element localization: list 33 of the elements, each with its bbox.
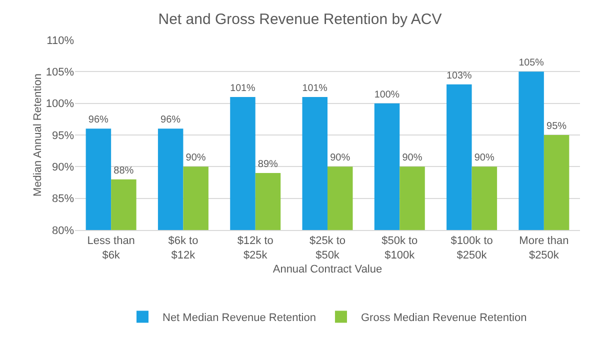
data-label: 96% (88, 114, 109, 126)
x-tick-label: $25k to $50k (309, 235, 346, 262)
data-label: 95% (546, 121, 567, 132)
data-label: 90% (474, 152, 494, 164)
data-label: 90% (330, 152, 350, 164)
legend-label: Net Median Revenue Retention (162, 312, 316, 324)
data-label: 101% (230, 83, 256, 94)
data-label: 89% (258, 159, 278, 170)
y-tick-label: 105% (46, 66, 74, 79)
data-label: 90% (186, 152, 206, 164)
data-label: 103% (446, 70, 472, 82)
x-tick-label: $12k to $25k (237, 235, 274, 262)
x-tick-label: More than $250k (519, 235, 569, 262)
x-tick-label: $6k to $12k (168, 235, 198, 262)
data-label: 90% (402, 152, 422, 164)
y-axis-title: Median Annual Retention (32, 74, 44, 196)
chart-title: Net and Gross Revenue Retention by ACV (158, 11, 442, 28)
x-tick-label: Less than $6k (87, 235, 135, 262)
y-tick-label: 80% (52, 224, 74, 237)
y-tick-label: 110% (46, 34, 74, 47)
x-tick-label: $100k to $250k (450, 235, 493, 262)
x-tick-label: $50k to $100k (382, 235, 418, 262)
data-label: 100% (374, 89, 400, 100)
y-tick-label: 85% (52, 193, 74, 206)
legend-label: Gross Median Revenue Retention (360, 312, 527, 324)
data-label: 105% (518, 58, 544, 69)
data-label: 88% (114, 165, 134, 176)
data-label: 96% (160, 114, 181, 126)
x-axis-title: Annual Contract Value (272, 264, 382, 276)
y-tick-label: 100% (46, 98, 74, 110)
data-label: 101% (302, 83, 328, 94)
y-tick-label: 90% (52, 162, 74, 174)
y-tick-label: 95% (52, 130, 74, 142)
